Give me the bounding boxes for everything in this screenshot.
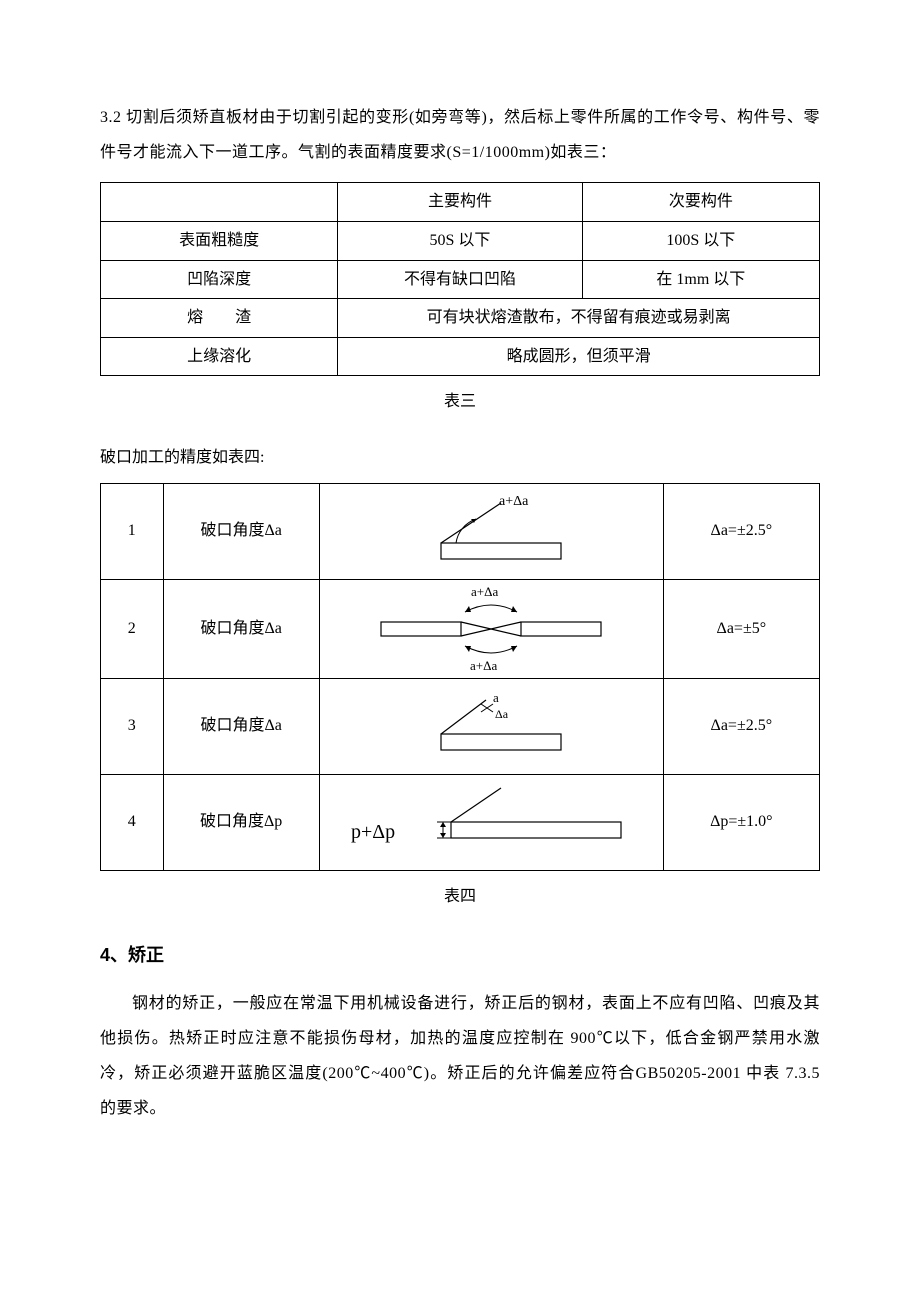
table-three-caption: 表三 — [100, 384, 820, 419]
cell-diagram: p+Δp — [319, 774, 663, 870]
table-four-caption: 表四 — [100, 879, 820, 914]
table-row: 熔 渣 可有块状熔渣散布，不得留有痕迹或易剥离 — [101, 299, 820, 338]
cell-tolerance: Δa=±5° — [663, 579, 819, 678]
diagram-label: p+Δp — [351, 821, 395, 843]
bevel-single-root-icon: a Δa — [381, 686, 601, 766]
cell-index: 2 — [101, 579, 164, 678]
cell: 上缘溶化 — [101, 337, 338, 376]
diagram-label-bot: a+Δa — [470, 658, 497, 673]
cell-diagram: a+Δa a+Δa — [319, 579, 663, 678]
table-row: 主要构件 次要构件 — [101, 183, 820, 222]
table-four-intro: 破口加工的精度如表四: — [100, 440, 820, 475]
table-row: 3 破口角度Δa a Δa Δa=±2.5° — [101, 678, 820, 774]
cell: 表面粗糙度 — [101, 221, 338, 260]
root-face-p-icon: p+Δp — [341, 782, 641, 862]
cell: 略成圆形，但须平滑 — [338, 337, 820, 376]
cell: 100S 以下 — [582, 221, 819, 260]
cell-diagram: a+Δa — [319, 483, 663, 579]
table-row: 表面粗糙度 50S 以下 100S 以下 — [101, 221, 820, 260]
cell-index: 4 — [101, 774, 164, 870]
cell-label: 破口角度Δa — [163, 483, 319, 579]
cell-label: 破口角度Δp — [163, 774, 319, 870]
cell: 熔 渣 — [101, 299, 338, 338]
cell-index: 3 — [101, 678, 164, 774]
cell-tolerance: Δa=±2.5° — [663, 483, 819, 579]
table-row: 2 破口角度Δa a+Δa a — [101, 579, 820, 678]
cell-tolerance: Δp=±1.0° — [663, 774, 819, 870]
svg-text:Δa: Δa — [495, 707, 509, 721]
diagram-label-top: a+Δa — [471, 584, 498, 599]
cell — [101, 183, 338, 222]
cell-label: 破口角度Δa — [163, 678, 319, 774]
cell: 次要构件 — [582, 183, 819, 222]
cell-diagram: a Δa — [319, 678, 663, 774]
intro-paragraph: 3.2 切割后须矫直板材由于切割引起的变形(如旁弯等)，然后标上零件所属的工作令… — [100, 100, 820, 170]
cell: 凹陷深度 — [101, 260, 338, 299]
bevel-single-top-icon: a+Δa — [381, 491, 601, 571]
cell-tolerance: Δa=±2.5° — [663, 678, 819, 774]
section-4-body: 钢材的矫正，一般应在常温下用机械设备进行，矫正后的钢材，表面上不应有凹陷、凹痕及… — [100, 986, 820, 1127]
section-4-heading: 4、矫正 — [100, 936, 820, 976]
table-row: 4 破口角度Δp p+Δp Δp=±1.0° — [101, 774, 820, 870]
table-four: 1 破口角度Δa a+Δa Δa=±2.5° 2 破口角度Δa — [100, 483, 820, 871]
cell: 50S 以下 — [338, 221, 582, 260]
table-three: 主要构件 次要构件 表面粗糙度 50S 以下 100S 以下 凹陷深度 不得有缺… — [100, 182, 820, 376]
table-row: 凹陷深度 不得有缺口凹陷 在 1mm 以下 — [101, 260, 820, 299]
cell: 不得有缺口凹陷 — [338, 260, 582, 299]
table-row: 上缘溶化 略成圆形，但须平滑 — [101, 337, 820, 376]
cell: 主要构件 — [338, 183, 582, 222]
diagram-label: a+Δa — [499, 494, 529, 509]
cell-label: 破口角度Δa — [163, 579, 319, 678]
table-row: 1 破口角度Δa a+Δa Δa=±2.5° — [101, 483, 820, 579]
cell-index: 1 — [101, 483, 164, 579]
cell: 在 1mm 以下 — [582, 260, 819, 299]
bevel-double-x-icon: a+Δa a+Δa — [361, 584, 621, 674]
svg-text:a: a — [493, 690, 499, 705]
cell: 可有块状熔渣散布，不得留有痕迹或易剥离 — [338, 299, 820, 338]
